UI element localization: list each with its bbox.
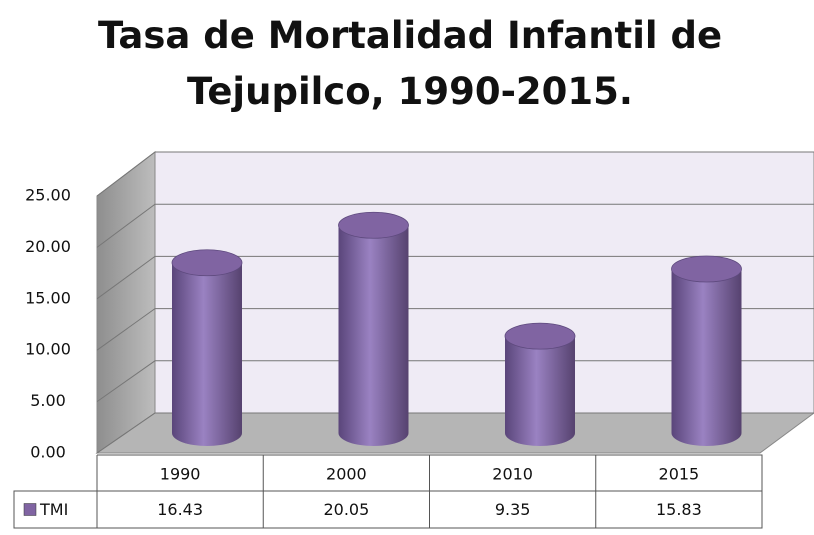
legend-label: TMI [39, 500, 68, 519]
bar [338, 225, 409, 446]
grid-line [96, 255, 814, 300]
x-tick-label: 2010 [492, 465, 533, 484]
chart-title: Tasa de Mortalidad Infantil de Tejupilco… [97, 14, 723, 113]
data-table-value: 9.35 [495, 500, 531, 519]
grid-line [96, 360, 814, 403]
x-tick-label: 2015 [659, 465, 700, 484]
legend-key [23, 503, 37, 516]
bar-top [504, 322, 576, 350]
y-tick-label: 15.00 [25, 288, 71, 307]
x-tick-label: 1990 [160, 465, 201, 484]
bar [172, 262, 242, 446]
bar [505, 336, 575, 446]
grid-line [96, 203, 814, 248]
x-tick-label: 2000 [326, 465, 367, 484]
y-tick-label: 5.00 [30, 391, 66, 410]
grid-line [96, 412, 814, 454]
data-table-value: 15.83 [656, 500, 702, 519]
grid-line [96, 151, 814, 197]
y-tick-label: 20.00 [25, 237, 71, 256]
bar [671, 269, 742, 446]
data-table-value: 16.43 [157, 500, 203, 519]
bar-top [671, 255, 742, 283]
side-wall [96, 150, 156, 454]
data-table-value: 20.05 [323, 500, 369, 519]
table-border [13, 454, 763, 529]
bar-top [171, 249, 243, 277]
y-tick-label: 25.00 [25, 186, 71, 205]
y-tick-label: 10.00 [25, 340, 71, 359]
y-tick-label: 0.00 [30, 443, 66, 462]
grid-line [96, 308, 814, 351]
bar-top [338, 211, 409, 239]
